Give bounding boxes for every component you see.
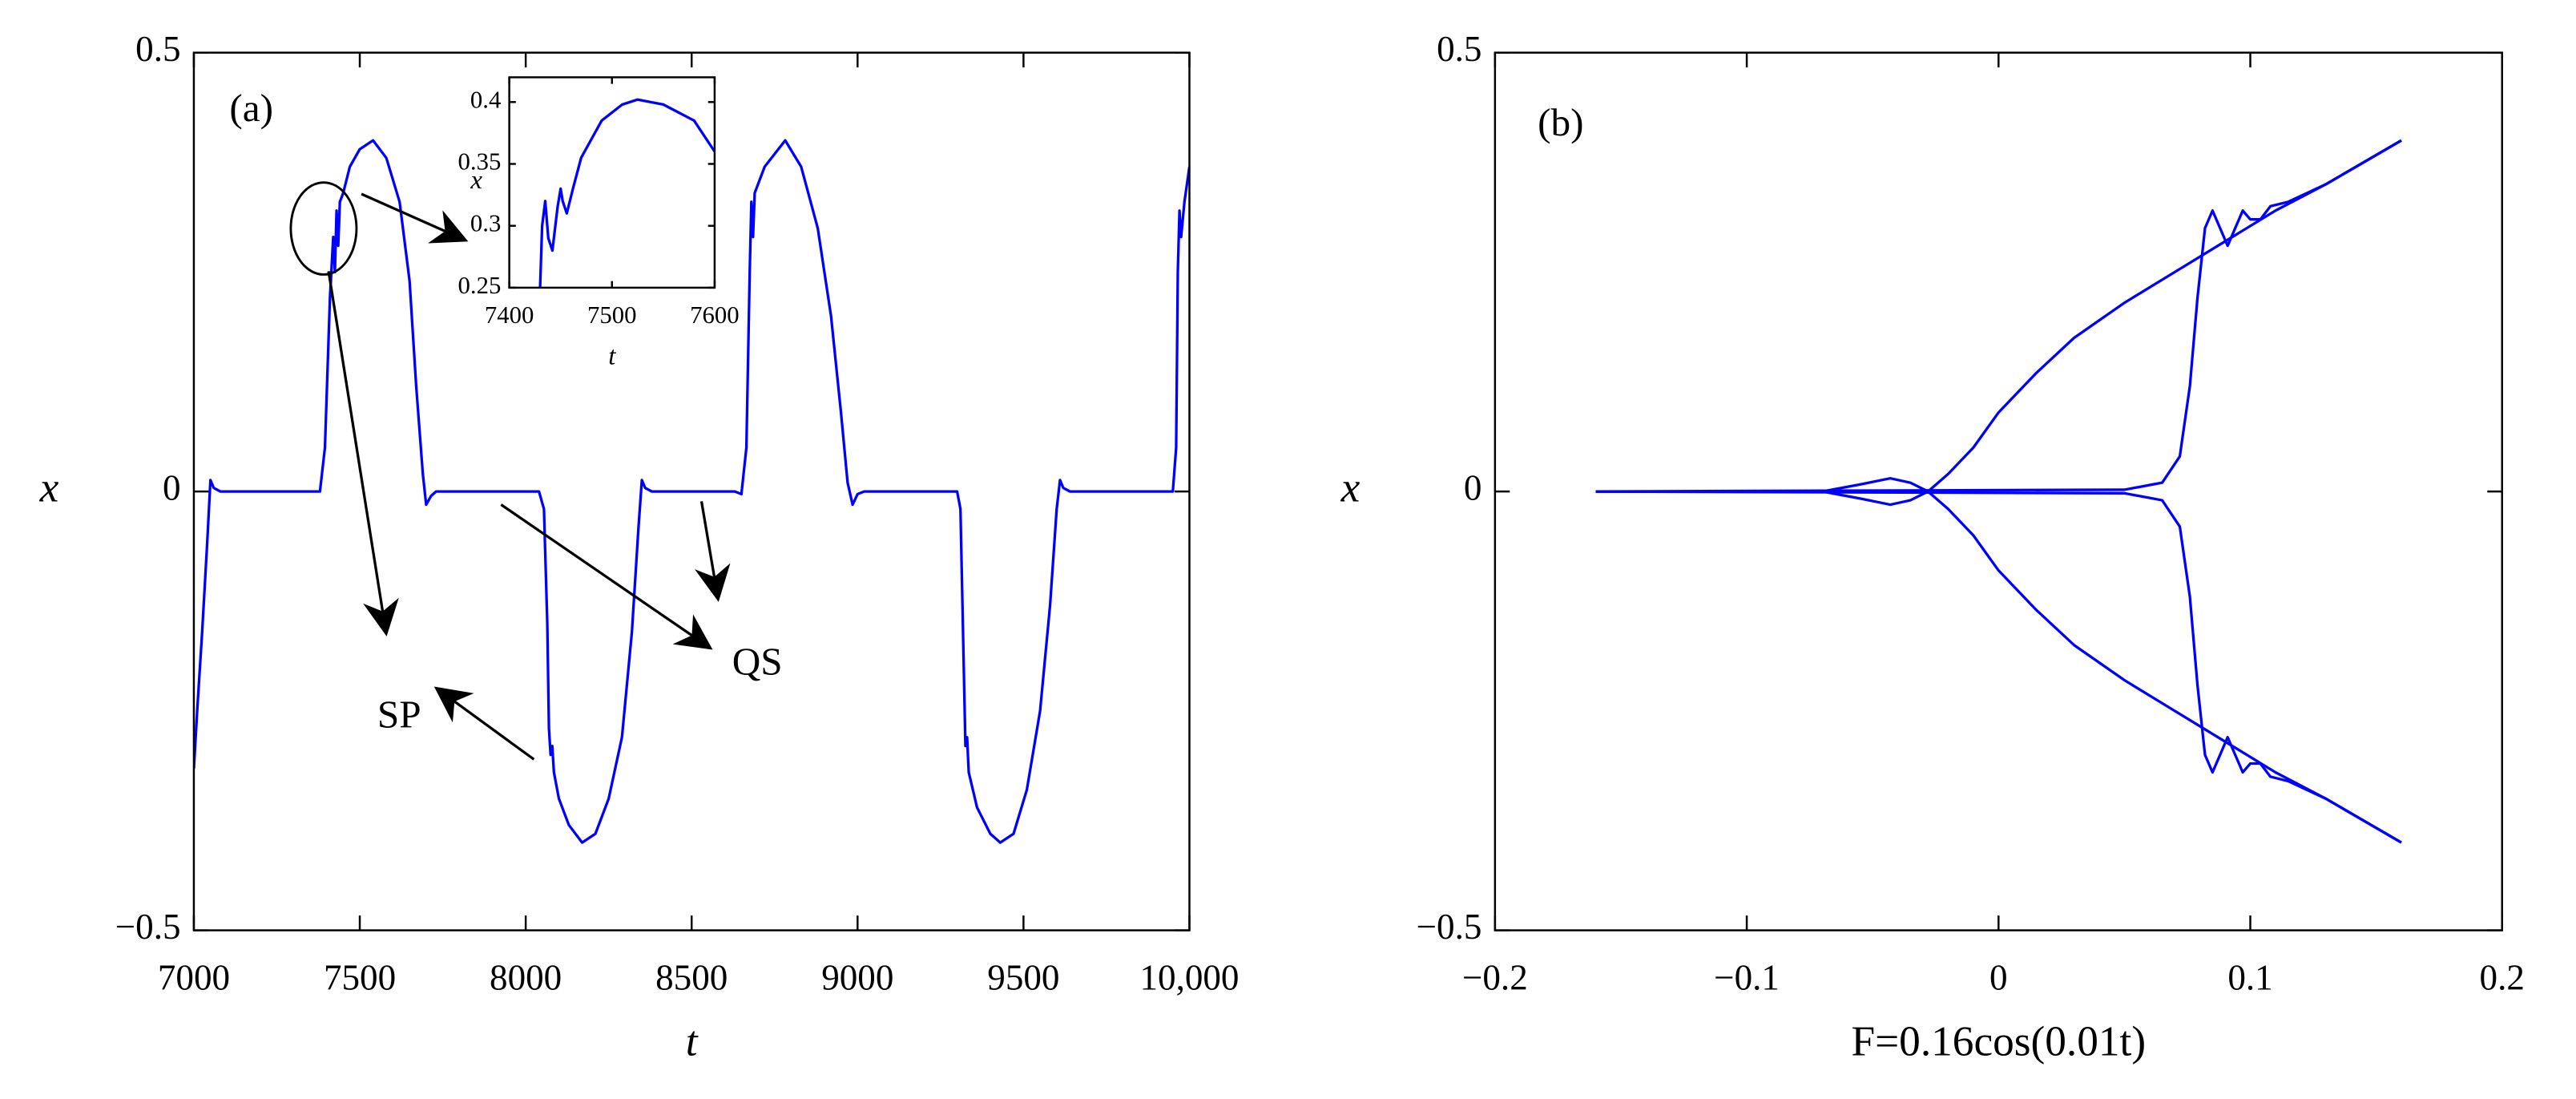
y-tick-label: 0.3 [470,210,501,237]
y-tick-label: 0 [1464,467,1482,507]
data-line [1595,139,2402,507]
x-axis-label: t [686,1017,699,1065]
x-tick-label: 8500 [655,957,728,997]
arrow [694,501,731,602]
x-tick-label: 0.2 [2480,957,2525,997]
panel: 7000 7500 8000 8500 9000 9500 10,000 −0.5 0 0.5 t x [39,29,1240,1065]
y-tick-label: −0.5 [1417,907,1482,947]
y-tick-label: 0.5 [135,29,180,69]
annotation: SP [377,692,421,736]
y-tick-label: −0.5 [115,907,181,947]
lines [193,139,1190,844]
arrow [327,271,399,636]
y-axis-label: x [470,166,482,195]
x-axis-label: F=0.16cos(0.01t) [1851,1017,2146,1065]
y-tick-label: 0 [163,467,181,507]
data-line [1595,490,2402,844]
data-line [193,139,1190,844]
arrow [361,192,469,244]
highlight-ellipse [289,181,358,276]
panel: −0.2 −0.1 0 0.1 0.2 −0.5 0 0.5 F=0.16cos(0.01t) x [1340,29,2525,1065]
x-tick-label: −0.2 [1462,957,1528,997]
y-axis-label: x [39,463,59,511]
x-tick-label: 10,000 [1139,957,1239,997]
x-tick-label: 7400 [485,301,534,329]
x-tick-label: 8000 [490,957,562,997]
x-tick-label: 7500 [587,301,637,329]
x-tick-label: 7500 [324,957,396,997]
panel: 7400 7500 7600 0.25 0.3 0.35 0.4 t x [458,76,740,371]
x-tick-label: −0.1 [1714,957,1780,997]
x-tick-label: 0 [1989,957,2008,997]
x-tick-label: 9000 [821,957,893,997]
annotation: QS [732,640,783,684]
y-tick-label: 0.4 [470,86,501,113]
panel-label: (b) [1538,100,1583,144]
plots: 7000 7500 8000 8500 9000 9500 10,000 −0.5 0 0.5 t x… [39,29,2525,1065]
data-line [1595,139,2402,493]
x-tick-label: 0.1 [2227,957,2272,997]
y-tick-label: 0.25 [458,272,502,299]
x-tick-label: 7000 [158,957,230,997]
panel-label: (a) [229,86,273,130]
x-tick-label: 7600 [690,301,740,329]
arrow [500,503,713,650]
annotations: (a) SP QS (b) [229,86,1584,761]
y-tick-label: 0.5 [1437,29,1482,69]
arrow [433,686,535,761]
y-axis-label: x [1340,463,1361,511]
x-tick-label: 9500 [987,957,1059,997]
y-tick-label: 0.35 [458,148,502,176]
data-line [1595,477,2402,844]
lines [1595,139,2402,844]
x-axis-label: t [608,342,616,371]
lines [538,98,715,288]
data-line [538,98,715,288]
